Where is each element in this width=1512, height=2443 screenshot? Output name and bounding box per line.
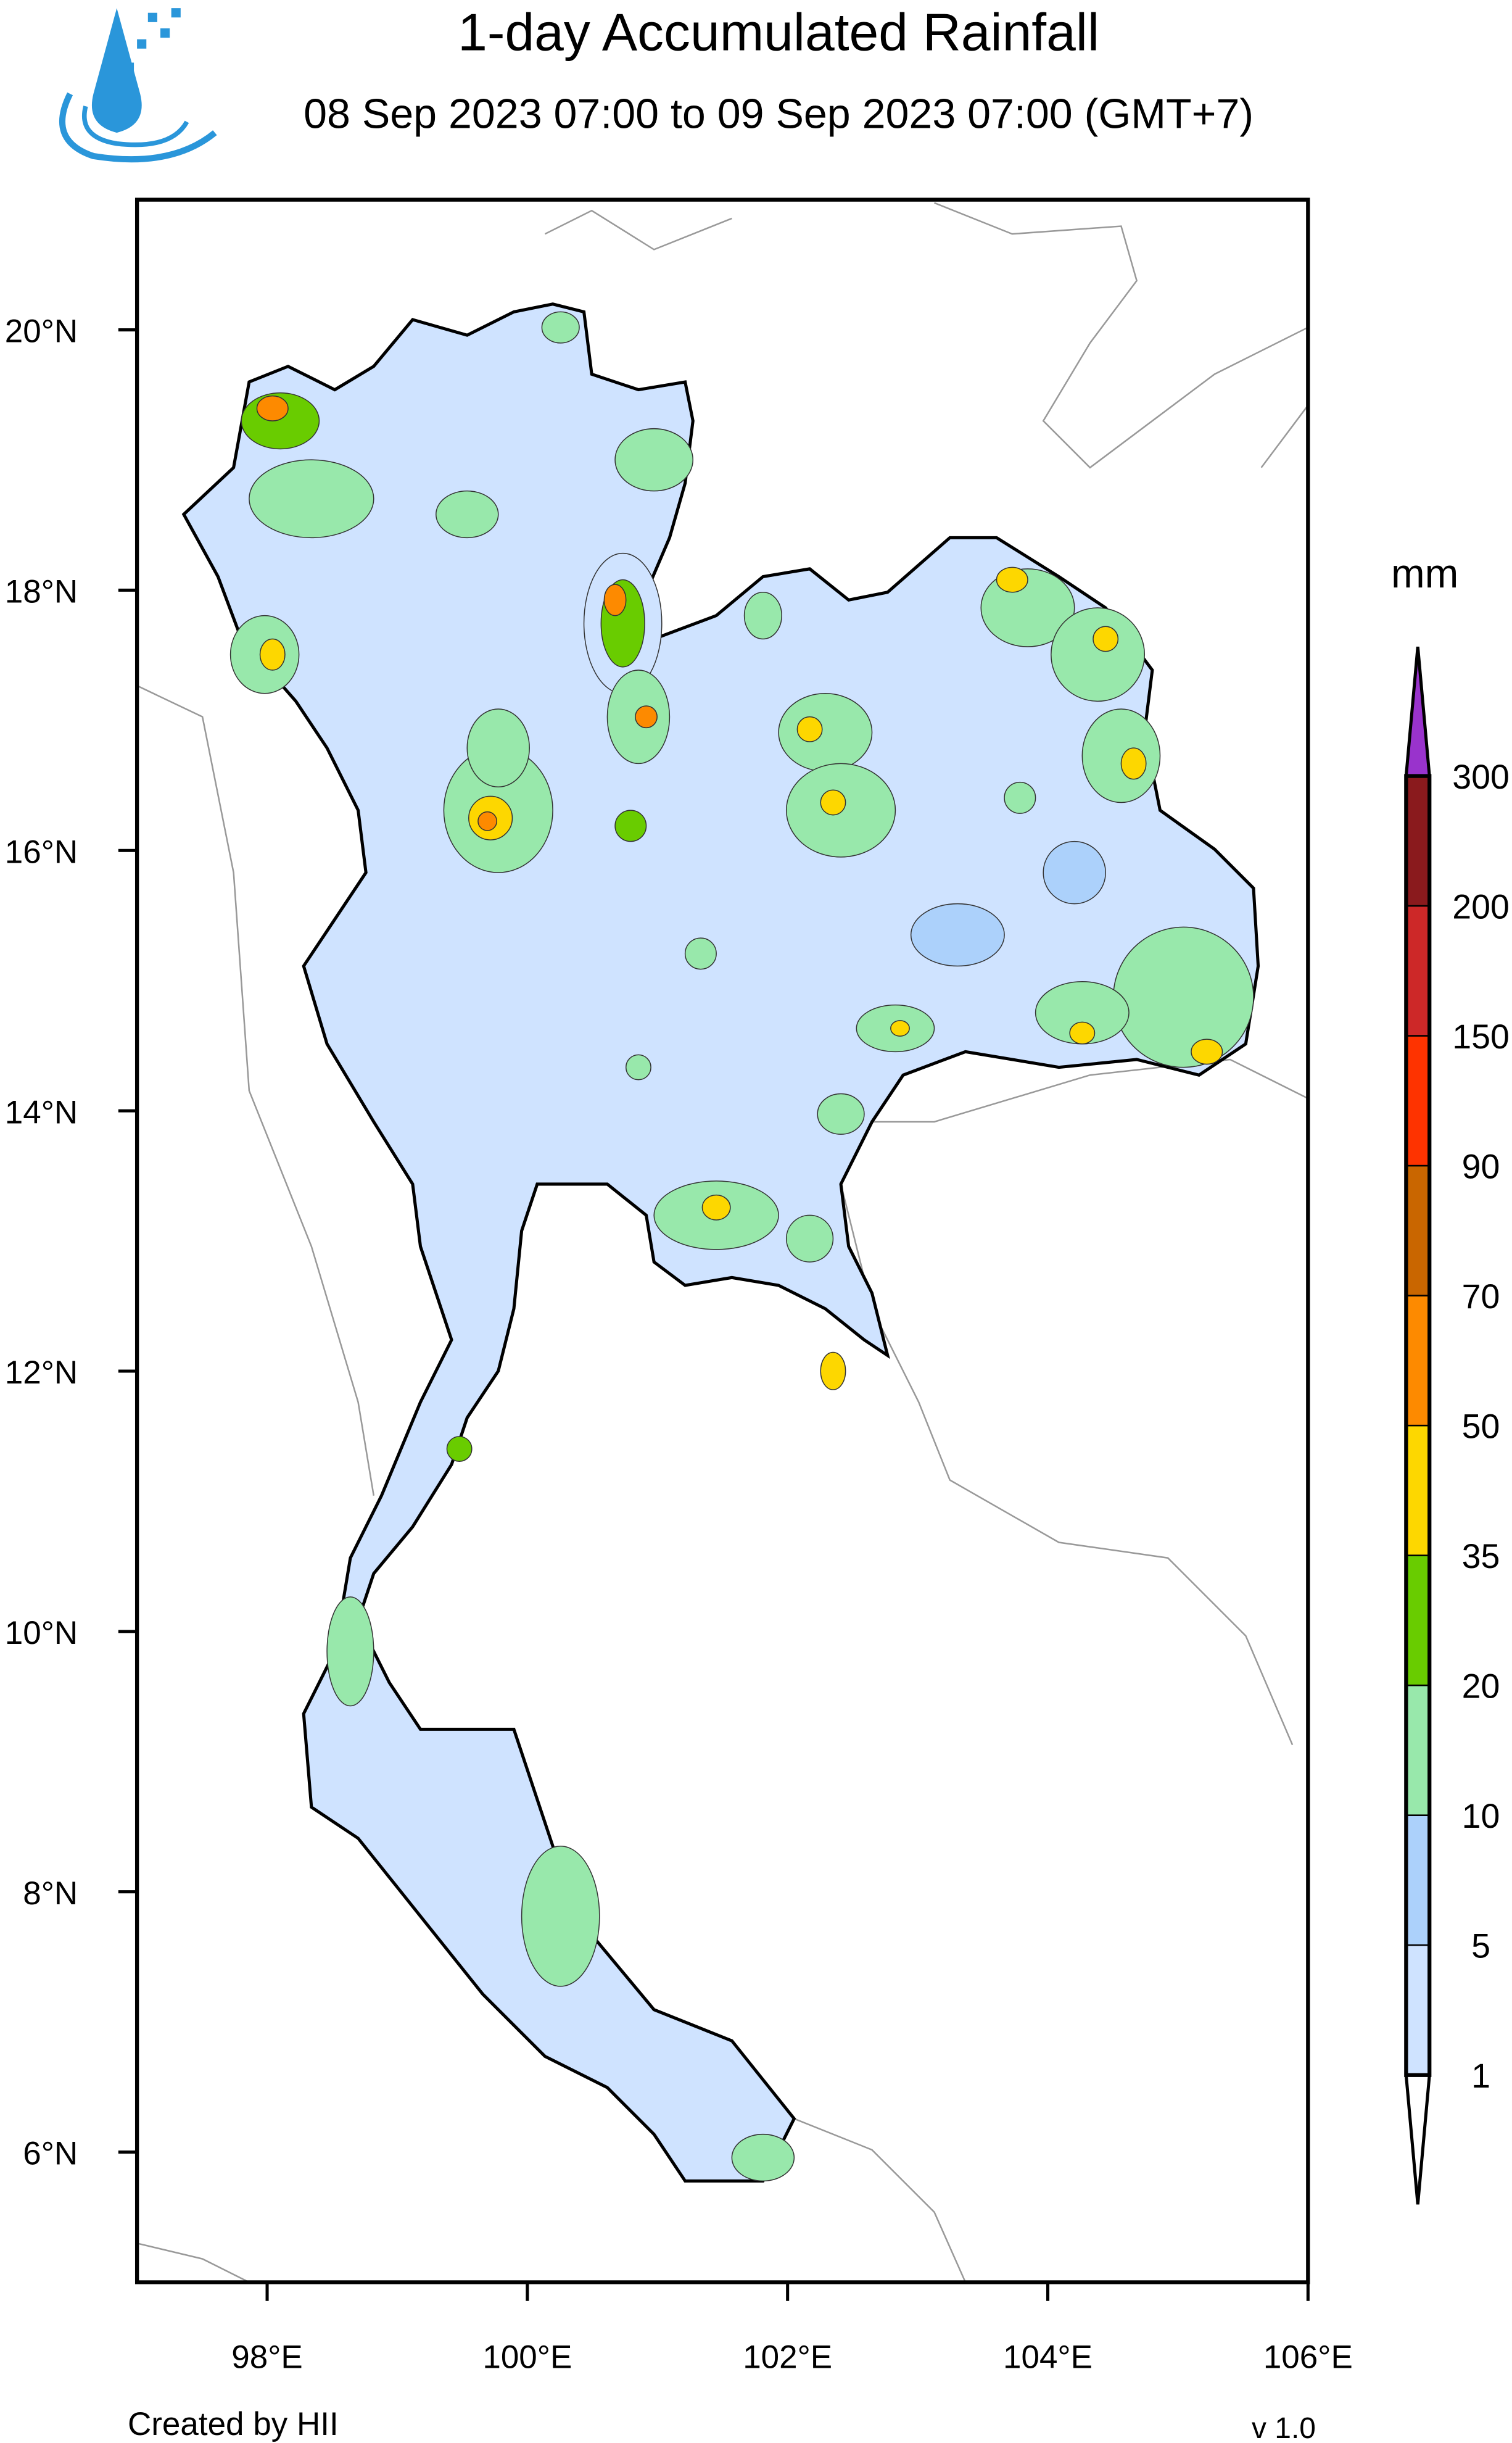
colorbar-unit: mm xyxy=(1391,551,1458,596)
colorbar-label: 10 xyxy=(1462,1797,1500,1835)
axis-ticks: 98°E 100°E 102°E 104°E 106°E 20°N 18°N 16°N 14°N… xyxy=(5,313,1353,2376)
map-subtitle: 08 Sep 2023 07:00 to 09 Sep 2023 07:00 (… xyxy=(304,91,1254,138)
rainfall-blob xyxy=(256,395,289,421)
map-title: 1-day Accumulated Rainfall xyxy=(458,2,1099,62)
colorbar: 300 200 150 90 70 50 35 20 10 5 1 xyxy=(1404,646,1510,2205)
rainfall-blob xyxy=(1051,607,1146,702)
colorbar-segment xyxy=(1405,1684,1431,1816)
rainfall-contours xyxy=(229,311,1254,2182)
rainfall-blob xyxy=(1043,840,1106,905)
colorbar-label: 5 xyxy=(1471,1927,1490,1965)
lon-tick-label: 100°E xyxy=(482,2339,572,2375)
rainfall-blob xyxy=(1004,781,1036,814)
rainfall-blob xyxy=(249,459,374,539)
lon-tick-label: 102°E xyxy=(743,2339,832,2375)
colorbar-label: 70 xyxy=(1462,1277,1500,1316)
rainfall-blob xyxy=(684,937,717,970)
rainfall-blob xyxy=(446,1436,473,1462)
colorbar-label: 150 xyxy=(1452,1018,1510,1056)
rainfall-blob xyxy=(326,1596,374,1707)
rainfall-blob xyxy=(910,903,1005,967)
map-frame xyxy=(134,197,1310,2284)
colorbar-segment xyxy=(1405,1035,1431,1167)
rainfall-blob xyxy=(625,1054,651,1080)
lat-tick-label: 6°N xyxy=(23,2136,78,2172)
colorbar-segment xyxy=(1405,1164,1431,1296)
colorbar-segment xyxy=(1405,1295,1431,1427)
colorbar-segment xyxy=(1405,1814,1431,1946)
rainfall-blob xyxy=(731,2133,795,2182)
colorbar-over-triangle xyxy=(1404,646,1431,778)
neighbor-borders xyxy=(137,202,1308,2283)
rainfall-blob xyxy=(701,1194,731,1221)
colorbar-outline xyxy=(1404,774,1432,2077)
version-text: v 1.0 xyxy=(1252,2412,1316,2443)
lat-tick-label: 8°N xyxy=(23,1875,78,1912)
rainfall-blob xyxy=(466,708,530,788)
rainfall-blob xyxy=(796,716,823,742)
colorbar-segment xyxy=(1405,1554,1431,1686)
colorbar-label: 90 xyxy=(1462,1147,1500,1185)
lat-tick-label: 12°N xyxy=(5,1354,78,1391)
colorbar-segment xyxy=(1405,1944,1431,2076)
lon-tick-label: 98°E xyxy=(231,2339,303,2375)
colorbar-under-triangle xyxy=(1404,2073,1431,2205)
rainfall-blob xyxy=(1113,926,1254,1068)
colorbar-label: 20 xyxy=(1462,1667,1500,1705)
rainfall-blob xyxy=(785,1214,834,1263)
colorbar-segment xyxy=(1405,905,1431,1037)
colorbar-segment xyxy=(1405,775,1431,907)
rainfall-blob xyxy=(743,591,782,640)
map-area xyxy=(137,202,1308,2283)
rainfall-blob xyxy=(820,1351,846,1390)
rainfall-blob xyxy=(436,490,499,539)
credit-text: Created by HII xyxy=(128,2406,339,2442)
rainfall-blob xyxy=(635,705,658,729)
rainfall-blob xyxy=(477,811,497,831)
rainfall-blob xyxy=(521,1845,600,1987)
rainfall-blob xyxy=(1120,747,1147,780)
rainfall-blob xyxy=(820,789,846,816)
hii-logo xyxy=(59,8,217,163)
rainfall-blob xyxy=(1191,1039,1223,1065)
rainfall-blob xyxy=(259,638,286,671)
lat-tick-label: 20°N xyxy=(5,313,78,350)
rainfall-blob xyxy=(1093,626,1119,652)
rainfall-blob xyxy=(1081,708,1161,803)
lat-tick-label: 14°N xyxy=(5,1094,78,1130)
lat-tick-label: 18°N xyxy=(5,574,78,610)
rainfall-blob xyxy=(541,311,580,344)
colorbar-segment xyxy=(1405,1424,1431,1556)
rainfall-blob xyxy=(890,1020,910,1037)
rainfall-blob xyxy=(603,584,627,616)
colorbar-label: 300 xyxy=(1452,758,1510,796)
rainfall-blob xyxy=(778,693,873,772)
colorbar-label: 50 xyxy=(1462,1407,1500,1445)
lon-tick-label: 106°E xyxy=(1263,2339,1353,2375)
colorbar-label: 35 xyxy=(1462,1537,1500,1575)
rainfall-blob xyxy=(614,810,647,842)
lat-tick-label: 16°N xyxy=(5,834,78,870)
colorbar-label: 200 xyxy=(1452,887,1510,926)
lat-tick-label: 10°N xyxy=(5,1615,78,1651)
rainfall-blob xyxy=(1069,1021,1096,1045)
lon-tick-label: 104°E xyxy=(1003,2339,1093,2375)
rainfall-blob xyxy=(614,428,694,492)
rainfall-blob xyxy=(996,566,1028,593)
colorbar-label: 1 xyxy=(1471,2057,1490,2095)
rainfall-blob xyxy=(817,1093,865,1135)
